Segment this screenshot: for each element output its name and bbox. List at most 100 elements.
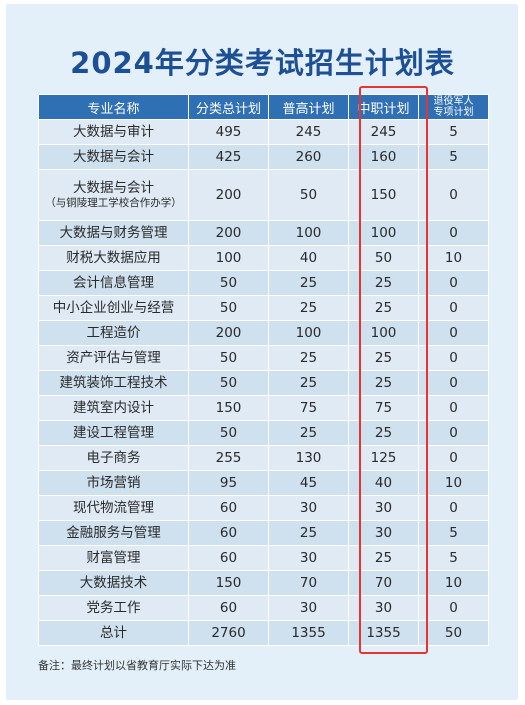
general-plan-cell: 25 xyxy=(268,370,349,396)
veteran-plan-cell: 0 xyxy=(418,420,489,446)
major-name-cell: 大数据与会计 （与铜陵理工学校合作办学） xyxy=(38,169,189,221)
table-row: 金融服务与管理 60 25 30 5 xyxy=(38,520,489,546)
table-row: 中小企业创业与经营 50 25 25 0 xyxy=(38,295,489,321)
veteran-plan-cell: 0 xyxy=(418,220,489,246)
total-plan-cell: 60 xyxy=(188,545,269,571)
major-name-cell: 金融服务与管理 xyxy=(38,520,189,546)
major-name: 总计 xyxy=(100,625,127,641)
vocational-plan-cell: 100 xyxy=(348,320,419,346)
vocational-plan-cell: 25 xyxy=(348,370,419,396)
major-name-cell: 电子商务 xyxy=(38,445,189,471)
table-row: 大数据与会计 425 260 160 5 xyxy=(38,144,489,170)
major-name-cell: 建设工程管理 xyxy=(38,420,189,446)
table-total-row: 总计 2760 1355 1355 50 xyxy=(38,620,489,646)
major-name: 中小企业创业与经营 xyxy=(52,300,175,316)
general-plan-cell: 260 xyxy=(268,144,349,170)
major-name-cell: 财富管理 xyxy=(38,545,189,571)
general-plan-cell: 50 xyxy=(268,169,349,221)
vocational-plan-cell: 30 xyxy=(348,495,419,521)
major-name-cell: 大数据技术 xyxy=(38,570,189,596)
major-name-cell: 现代物流管理 xyxy=(38,495,189,521)
total-plan-cell: 60 xyxy=(188,520,269,546)
major-name-cell: 大数据与会计 xyxy=(38,144,189,170)
header-veteran-line1: 退役军人 xyxy=(433,96,474,107)
total-plan-cell: 95 xyxy=(188,470,269,496)
veteran-plan-cell: 0 xyxy=(418,169,489,221)
general-plan-cell: 130 xyxy=(268,445,349,471)
major-name: 工程造价 xyxy=(86,325,141,341)
table-row: 会计信息管理 50 25 25 0 xyxy=(38,270,489,296)
table-header-row: 专业名称 分类总计划 普高计划 中职计划 退役军人 专项计划 xyxy=(38,94,489,120)
general-plan-cell: 1355 xyxy=(268,620,349,646)
table-row: 大数据与审计 495 245 245 5 xyxy=(38,119,489,145)
general-plan-cell: 25 xyxy=(268,520,349,546)
table-row: 财富管理 60 30 25 5 xyxy=(38,545,489,571)
general-plan-cell: 40 xyxy=(268,245,349,271)
general-plan-cell: 30 xyxy=(268,495,349,521)
header-veteran-line2: 专项计划 xyxy=(433,107,474,118)
major-name-cell: 工程造价 xyxy=(38,320,189,346)
general-plan-cell: 100 xyxy=(268,320,349,346)
table-row: 大数据技术 150 70 70 10 xyxy=(38,570,489,596)
vocational-plan-cell: 25 xyxy=(348,345,419,371)
major-name: 大数据与财务管理 xyxy=(59,225,168,241)
general-plan-cell: 25 xyxy=(268,270,349,296)
table-body: 大数据与审计 495 245 245 5 大数据与会计 425 260 160 5 大数据与会计 （与… xyxy=(38,119,489,646)
veteran-plan-cell: 5 xyxy=(418,119,489,145)
veteran-plan-cell: 0 xyxy=(418,345,489,371)
veteran-plan-cell: 5 xyxy=(418,144,489,170)
table-row: 市场营销 95 45 40 10 xyxy=(38,470,489,496)
vocational-plan-cell: 70 xyxy=(348,570,419,596)
general-plan-cell: 25 xyxy=(268,345,349,371)
vocational-plan-cell: 25 xyxy=(348,545,419,571)
total-plan-cell: 50 xyxy=(188,270,269,296)
major-name: 建筑装饰工程技术 xyxy=(59,375,168,391)
major-name: 会计信息管理 xyxy=(73,275,154,291)
footnote: 备注：最终计划以省教育厅实际下达为准 xyxy=(38,659,236,672)
total-plan-cell: 50 xyxy=(188,420,269,446)
total-plan-cell: 200 xyxy=(188,320,269,346)
vocational-plan-cell: 30 xyxy=(348,520,419,546)
table-row: 大数据与会计 （与铜陵理工学校合作办学） 200 50 150 0 xyxy=(38,169,489,221)
general-plan-cell: 25 xyxy=(268,420,349,446)
vocational-plan-cell: 40 xyxy=(348,470,419,496)
general-plan-cell: 30 xyxy=(268,545,349,571)
major-name: 大数据与审计 xyxy=(73,124,154,140)
table-row: 大数据与财务管理 200 100 100 0 xyxy=(38,220,489,246)
veteran-plan-cell: 0 xyxy=(418,595,489,621)
table-row: 建设工程管理 50 25 25 0 xyxy=(38,420,489,446)
vocational-plan-cell: 30 xyxy=(348,595,419,621)
total-plan-cell: 255 xyxy=(188,445,269,471)
vocational-plan-cell: 25 xyxy=(348,295,419,321)
vocational-plan-cell: 245 xyxy=(348,119,419,145)
major-name-cell: 建筑装饰工程技术 xyxy=(38,370,189,396)
major-name: 党务工作 xyxy=(86,600,141,616)
vocational-plan-cell: 50 xyxy=(348,245,419,271)
general-plan-cell: 45 xyxy=(268,470,349,496)
major-name: 电子商务 xyxy=(86,450,141,466)
header-general-plan: 普高计划 xyxy=(268,94,349,120)
general-plan-cell: 25 xyxy=(268,295,349,321)
total-plan-cell: 50 xyxy=(188,295,269,321)
total-plan-cell: 60 xyxy=(188,495,269,521)
major-name-cell: 会计信息管理 xyxy=(38,270,189,296)
major-name-cell: 党务工作 xyxy=(38,595,189,621)
veteran-plan-cell: 10 xyxy=(418,245,489,271)
major-name: 现代物流管理 xyxy=(73,500,154,516)
total-plan-cell: 495 xyxy=(188,119,269,145)
table-row: 现代物流管理 60 30 30 0 xyxy=(38,495,489,521)
veteran-plan-cell: 0 xyxy=(418,270,489,296)
major-name: 财税大数据应用 xyxy=(66,250,161,266)
general-plan-cell: 30 xyxy=(268,595,349,621)
major-name-cell: 大数据与审计 xyxy=(38,119,189,145)
header-total-plan: 分类总计划 xyxy=(188,94,269,120)
table-row: 财税大数据应用 100 40 50 10 xyxy=(38,245,489,271)
major-name-cell: 总计 xyxy=(38,620,189,646)
header-vocational-plan: 中职计划 xyxy=(348,94,419,120)
major-note: （与铜陵理工学校合作办学） xyxy=(45,197,182,209)
vocational-plan-cell: 25 xyxy=(348,270,419,296)
major-name: 金融服务与管理 xyxy=(66,525,161,541)
total-plan-cell: 100 xyxy=(188,245,269,271)
major-name: 市场营销 xyxy=(86,475,141,491)
veteran-plan-cell: 0 xyxy=(418,495,489,521)
